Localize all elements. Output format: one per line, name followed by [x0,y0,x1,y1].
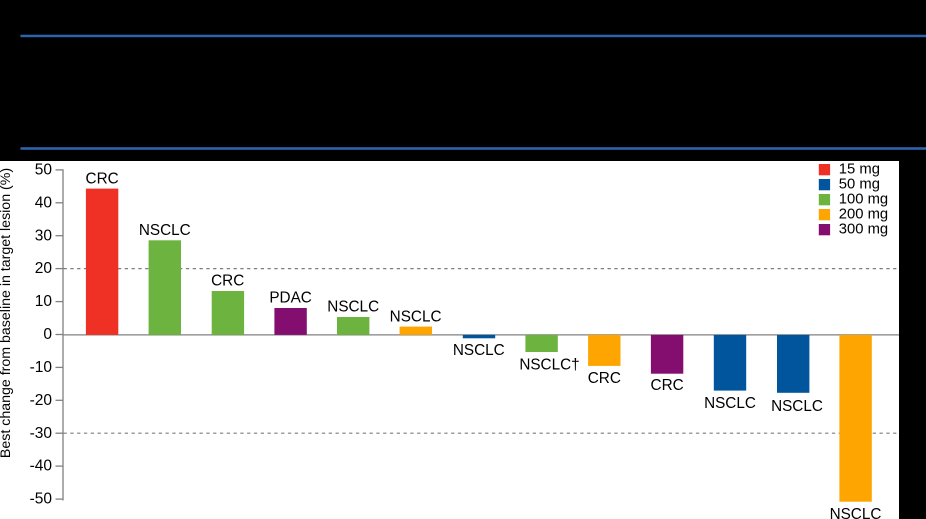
svg-text:200 mg: 200 mg [839,206,888,222]
svg-text:NSCLC: NSCLC [390,308,442,325]
svg-text:NSCLC: NSCLC [704,395,756,412]
svg-text:CRC: CRC [651,377,684,394]
svg-text:30: 30 [35,227,53,244]
svg-text:CRC: CRC [588,370,621,387]
svg-text:-30: -30 [30,425,53,442]
svg-text:100 mg: 100 mg [839,191,888,207]
svg-text:50: 50 [35,162,53,179]
svg-text:NSCLC: NSCLC [139,222,191,239]
svg-text:20: 20 [35,260,53,277]
svg-text:NSCLC: NSCLC [327,299,379,316]
svg-text:10: 10 [35,293,53,310]
svg-text:40: 40 [35,194,53,211]
svg-text:-40: -40 [30,458,53,475]
svg-text:CRC: CRC [211,273,244,290]
svg-text:-20: -20 [30,392,53,409]
svg-text:NSCLC: NSCLC [830,506,882,519]
svg-text:PDAC: PDAC [269,290,312,307]
svg-text:Best change from baseline in t: Best change from baseline in target lesi… [0,168,14,458]
svg-text:CRC: CRC [86,170,119,187]
svg-text:15 mg: 15 mg [839,161,880,177]
svg-text:-50: -50 [30,491,53,508]
svg-text:NSCLC: NSCLC [771,398,823,415]
svg-text:300 mg: 300 mg [839,221,888,237]
svg-text:-10: -10 [30,359,53,376]
svg-text:50 mg: 50 mg [839,176,880,192]
svg-text:NSCLC: NSCLC [453,342,505,359]
svg-text:0: 0 [43,326,52,343]
svg-text:NSCLC†: NSCLC† [519,356,579,373]
